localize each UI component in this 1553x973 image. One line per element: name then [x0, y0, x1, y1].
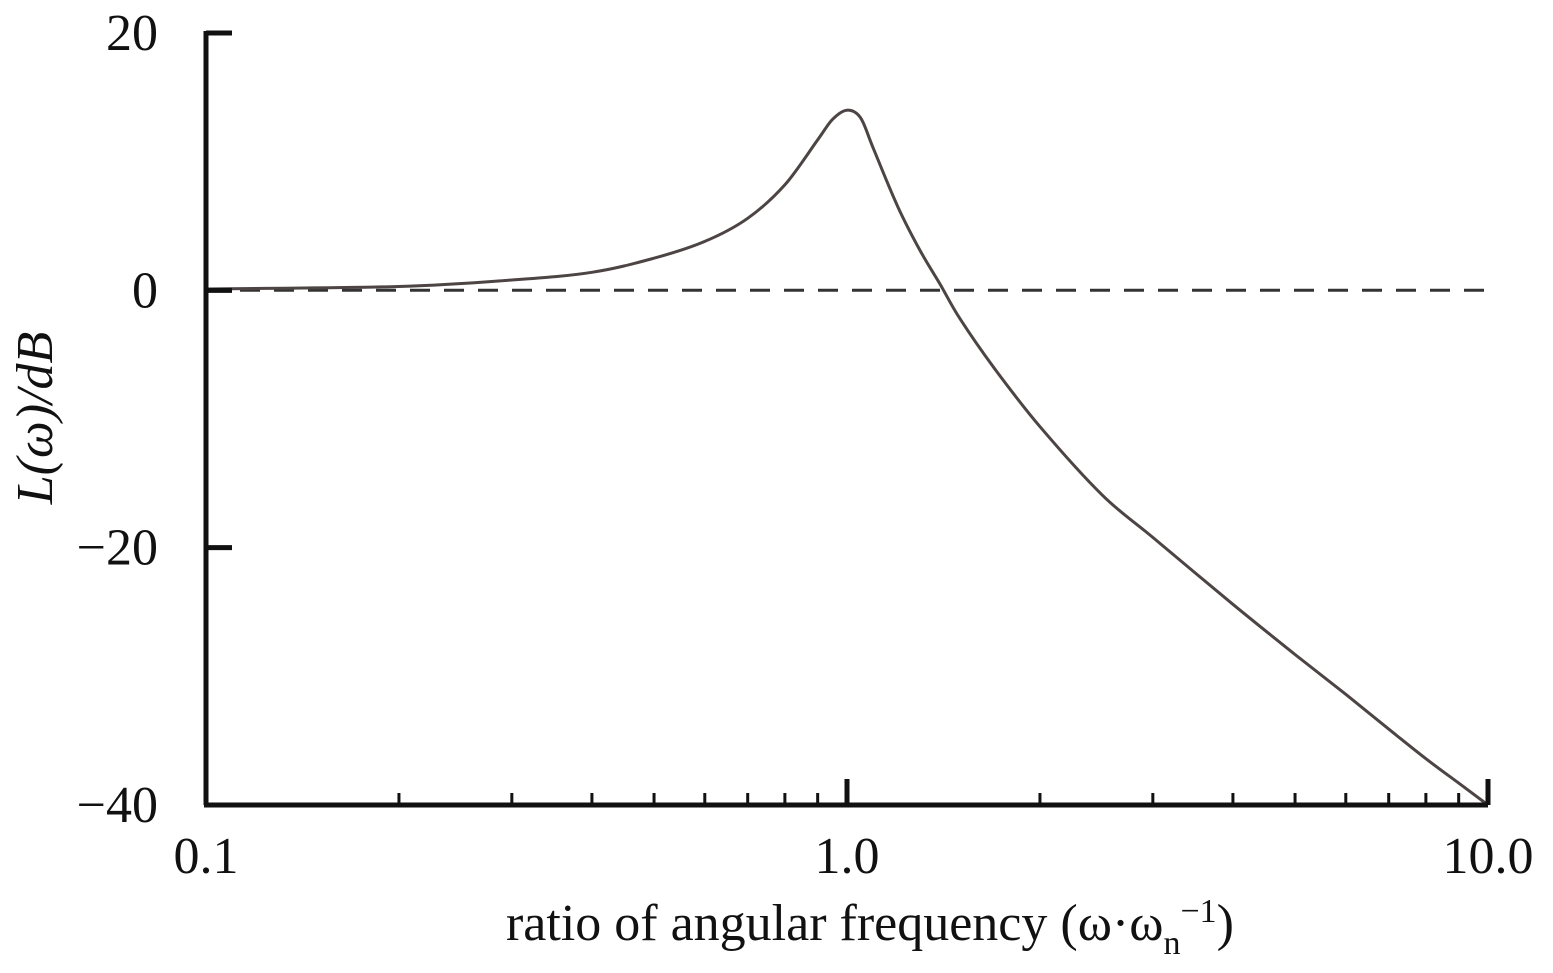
x-tick-label: 10.0: [1443, 828, 1534, 885]
magnitude-curve: [205, 108, 1489, 807]
y-tick-label: −40: [77, 777, 158, 834]
x-axis-title-close: ): [1217, 895, 1234, 952]
x-tick-label: 0.1: [174, 828, 239, 885]
x-axis-title-superscript: −1: [1180, 893, 1216, 930]
x-tick-label: 1.0: [815, 828, 880, 885]
data-series: [205, 108, 1489, 807]
y-tick-label: 0: [132, 262, 158, 319]
x-axis-title-subscript: n: [1163, 925, 1180, 962]
axes: [203, 31, 1488, 808]
ticks: [203, 30, 1491, 808]
y-tick-label: −20: [77, 520, 158, 577]
x-axis-title: ratio of angular frequency (ω·ωn−1): [506, 893, 1234, 962]
tick-labels: −40 −20 0 20 0.1 1.0 10.0: [77, 5, 1534, 885]
y-tick-label: 20: [106, 5, 158, 62]
y-axis-title: L(ω)/dB: [7, 332, 64, 505]
x-axis-title-main: ratio of angular frequency (ω·ω: [506, 895, 1164, 952]
